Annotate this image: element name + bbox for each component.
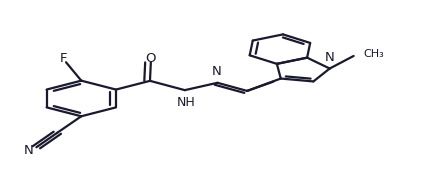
Text: O: O (146, 52, 156, 65)
Text: F: F (60, 51, 68, 65)
Text: CH₃: CH₃ (363, 49, 384, 59)
Text: NH: NH (177, 96, 195, 109)
Text: N: N (325, 51, 335, 64)
Text: N: N (212, 65, 222, 78)
Text: N: N (24, 144, 34, 157)
